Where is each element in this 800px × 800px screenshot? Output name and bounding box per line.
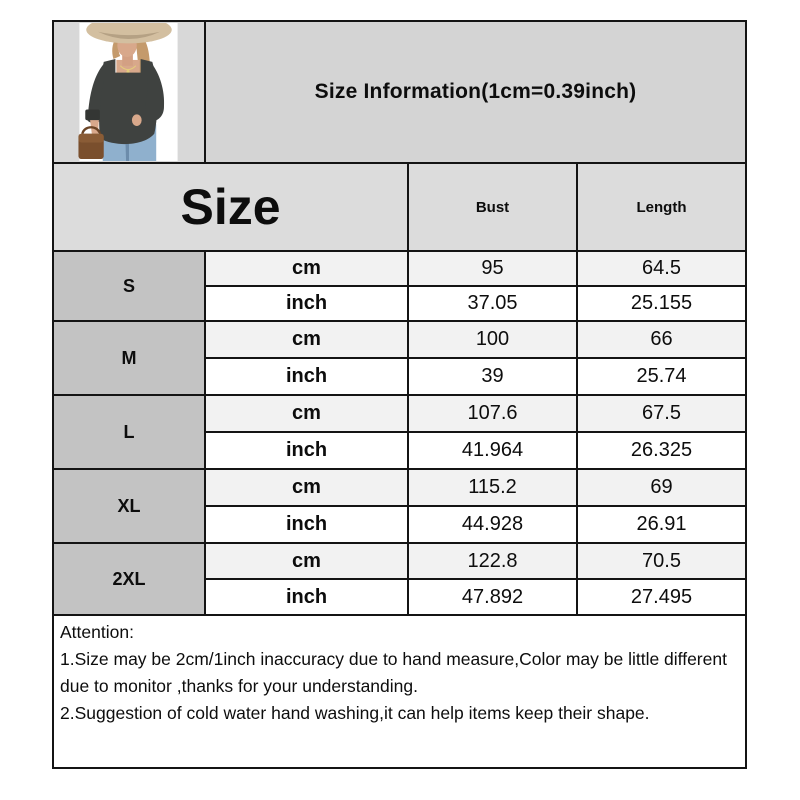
table-row: inch 47.892 27.495 <box>53 578 747 616</box>
bust-value-cell: 47.892 <box>407 578 578 616</box>
length-value-cell: 66 <box>576 320 747 359</box>
size-column-header: Size <box>52 162 409 252</box>
bust-value-cell: 95 <box>407 250 578 287</box>
bust-column-header: Bust <box>407 162 578 252</box>
attention-heading: Attention: <box>60 622 134 642</box>
table-row: inch 39 25.74 <box>53 357 747 396</box>
unit-cell: inch <box>204 357 409 396</box>
attention-line-2: 2.Suggestion of cold water hand washing,… <box>60 703 650 724</box>
table-row: XL cm 115.2 69 <box>52 468 747 544</box>
bust-value-cell: 37.05 <box>407 285 578 322</box>
attention-line-1: 1.Size may be 2cm/1inch inaccuracy due t… <box>60 649 727 697</box>
bust-value-cell: 100 <box>407 320 578 359</box>
length-value-cell: 64.5 <box>576 250 747 287</box>
length-value-cell: 27.495 <box>576 578 747 616</box>
table-row: inch 37.05 25.155 <box>53 285 747 322</box>
bust-value-cell: 122.8 <box>407 542 578 580</box>
bust-value-cell: 115.2 <box>407 468 578 507</box>
table-row: S cm 95 64.5 <box>52 250 747 322</box>
bust-value-cell: 107.6 <box>407 394 578 433</box>
unit-cell: cm <box>204 394 409 433</box>
unit-cell: inch <box>204 505 409 544</box>
attention-note: Attention: 1.Size may be 2cm/1inch inacc… <box>52 614 747 769</box>
attention-row: Attention: 1.Size may be 2cm/1inch inacc… <box>52 614 747 769</box>
length-value-cell: 26.91 <box>576 505 747 544</box>
size-label-cell-m: M <box>52 320 206 396</box>
product-image-cell <box>52 20 206 164</box>
table-row: M cm 100 66 <box>52 320 747 396</box>
unit-cell: cm <box>204 320 409 359</box>
bust-value-cell: 44.928 <box>407 505 578 544</box>
length-value-cell: 25.74 <box>576 357 747 396</box>
table-row: L cm 107.6 67.5 <box>52 394 747 470</box>
bust-value-cell: 39 <box>407 357 578 396</box>
size-label-cell-l: L <box>52 394 206 470</box>
length-value-cell: 26.325 <box>576 431 747 470</box>
page-title-text: Size Information(1cm=0.39inch) <box>314 80 637 103</box>
bust-value-cell: 41.964 <box>407 431 578 470</box>
length-value-cell: 69 <box>576 468 747 507</box>
unit-cell: cm <box>204 542 409 580</box>
size-label-cell-s: S <box>52 250 206 322</box>
size-label-cell-xl: XL <box>52 468 206 544</box>
table-row: 2XL cm 122.8 70.5 <box>52 542 747 616</box>
table-row: inch 44.928 26.91 <box>53 505 747 544</box>
model-illustration <box>78 23 178 161</box>
product-photo <box>55 23 203 161</box>
size-table: Size Information(1cm=0.39inch) Size Bust… <box>52 20 747 769</box>
unit-cell: inch <box>204 578 409 616</box>
unit-cell: inch <box>204 431 409 470</box>
unit-cell: cm <box>204 468 409 507</box>
page-title: Size Information(1cm=0.39inch) <box>204 20 747 164</box>
length-value-cell: 25.155 <box>576 285 747 322</box>
unit-cell: cm <box>204 250 409 287</box>
size-label-cell-2xl: 2XL <box>52 542 206 616</box>
length-column-header: Length <box>576 162 747 252</box>
unit-cell: inch <box>204 285 409 322</box>
length-value-cell: 67.5 <box>576 394 747 433</box>
column-header-row: Size Bust Length <box>52 162 747 252</box>
table-row: inch 41.964 26.325 <box>53 431 747 470</box>
header-row: Size Information(1cm=0.39inch) <box>52 20 747 164</box>
length-value-cell: 70.5 <box>576 542 747 580</box>
